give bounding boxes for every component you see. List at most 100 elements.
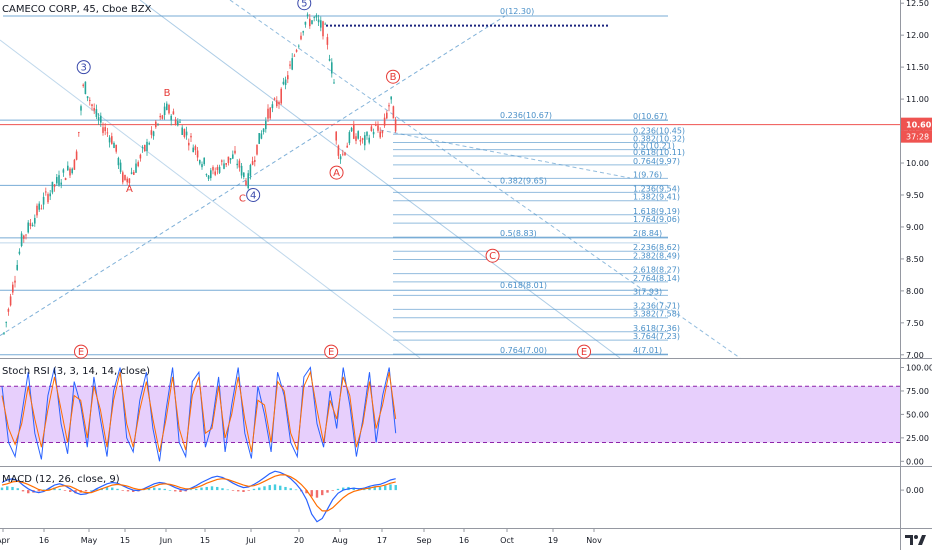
macd-histogram-bar bbox=[216, 486, 219, 491]
stoch-rsi-series-K bbox=[1, 366, 397, 462]
candle-body bbox=[203, 157, 205, 165]
candle-body bbox=[258, 133, 260, 144]
x-tick-label: 17 bbox=[377, 536, 387, 545]
macd-histogram-bar bbox=[221, 488, 224, 491]
trend-line bbox=[0, 15, 506, 337]
fib-level-label: 1(9.76) bbox=[633, 170, 662, 179]
macd-histogram-bar bbox=[168, 490, 172, 491]
candle-body bbox=[306, 14, 309, 17]
candle-body bbox=[155, 121, 157, 128]
candle-body bbox=[348, 132, 351, 144]
candle-body bbox=[377, 125, 379, 131]
macd-histogram-bar bbox=[74, 490, 77, 494]
macd-histogram-bar bbox=[384, 485, 387, 491]
candle-body bbox=[36, 205, 38, 216]
macd-histogram-bar bbox=[6, 486, 9, 491]
macd-histogram-bar bbox=[21, 490, 25, 492]
candle-body bbox=[71, 168, 73, 174]
candle-body bbox=[315, 15, 318, 18]
candle-body bbox=[350, 127, 353, 132]
candle-body bbox=[313, 17, 315, 18]
candle-body bbox=[183, 128, 186, 137]
trend-line bbox=[379, 129, 631, 179]
candle-body bbox=[243, 172, 245, 177]
macd-histogram-bar bbox=[242, 490, 245, 492]
wave-label: C bbox=[239, 194, 246, 205]
wave-label-circle bbox=[485, 248, 500, 263]
fib-level-label: 2.764(8.14) bbox=[633, 274, 680, 283]
x-tick-label: Nov bbox=[586, 536, 602, 545]
fib-retracement-label: 0.764(7.00) bbox=[500, 346, 547, 355]
macd-histogram-bar bbox=[394, 485, 397, 491]
candle-body bbox=[102, 127, 104, 133]
fib-level-label: 3(7.93) bbox=[633, 287, 662, 296]
candle-body bbox=[289, 64, 291, 66]
x-tick-label: 16 bbox=[39, 536, 49, 545]
candle-body bbox=[188, 142, 190, 146]
macd-histogram-bar bbox=[16, 488, 19, 491]
candle-body bbox=[383, 117, 386, 126]
trend-line bbox=[139, 0, 621, 359]
x-tick-label: 20 bbox=[294, 536, 304, 545]
candle-body bbox=[14, 280, 16, 283]
macd-histogram-bar bbox=[195, 488, 198, 491]
candle-body bbox=[240, 165, 243, 176]
macd-histogram-bar bbox=[331, 490, 334, 491]
fib-level-label: 0.618(10.11) bbox=[633, 148, 685, 157]
macd-histogram-bar bbox=[116, 488, 119, 491]
candle-body bbox=[335, 131, 337, 141]
candle-body bbox=[333, 82, 335, 84]
candle-body bbox=[139, 154, 142, 159]
macd-histogram-bar bbox=[252, 488, 256, 491]
candle-body bbox=[205, 174, 208, 176]
y-tick-label: 50.00 bbox=[906, 410, 929, 419]
candle-body bbox=[58, 175, 60, 186]
wave-label-circle bbox=[329, 165, 344, 180]
macd-histogram-bar bbox=[126, 490, 130, 492]
candle-body bbox=[254, 160, 256, 162]
candle-body bbox=[174, 119, 177, 125]
candle-body bbox=[370, 126, 373, 131]
macd-histogram-bar bbox=[237, 490, 240, 492]
x-tick-label: 16 bbox=[459, 536, 469, 545]
candle-body bbox=[287, 75, 289, 80]
candle-body bbox=[100, 115, 102, 123]
candle-body bbox=[390, 96, 392, 100]
macd-histogram-bar bbox=[27, 490, 30, 494]
candle-body bbox=[141, 147, 144, 149]
wave-label: B bbox=[390, 72, 397, 83]
macd-histogram-bar bbox=[226, 489, 229, 491]
candle-body bbox=[278, 102, 280, 105]
candle-body bbox=[51, 181, 54, 193]
macd-histogram-bar bbox=[105, 486, 109, 491]
candle-body bbox=[56, 177, 58, 184]
candle-body bbox=[234, 150, 236, 154]
macd-histogram-bar bbox=[210, 486, 214, 491]
macd-histogram-bar bbox=[42, 489, 46, 491]
stoch-rsi-band-fill bbox=[0, 386, 900, 443]
candle-body bbox=[212, 167, 214, 171]
candle-body bbox=[16, 264, 18, 270]
macd-histogram-bar bbox=[263, 486, 266, 491]
macd-histogram-bar bbox=[48, 488, 51, 491]
candle-body bbox=[267, 108, 269, 119]
candle-body bbox=[113, 142, 115, 148]
fib-retracement-label: 0.5(8.83) bbox=[500, 229, 537, 238]
candle-body bbox=[111, 136, 113, 144]
macd-histogram-bar bbox=[111, 487, 114, 491]
macd-histogram-bar bbox=[63, 490, 67, 491]
macd-histogram-bar bbox=[37, 490, 40, 492]
macd-histogram-bar bbox=[158, 488, 161, 491]
fib-level-label: 1.236(9.54) bbox=[633, 184, 680, 193]
candle-body bbox=[106, 132, 109, 134]
y-tick-label: 25.00 bbox=[906, 434, 929, 443]
tradingview-logo-icon bbox=[905, 535, 926, 545]
y-tick-label: 12.50 bbox=[906, 0, 929, 8]
candle-body bbox=[40, 208, 43, 210]
y-tick-label: 7.00 bbox=[906, 351, 924, 360]
y-tick-label: 12.00 bbox=[906, 31, 929, 40]
wave-label: 4 bbox=[250, 190, 256, 201]
y-tick-label: 11.00 bbox=[906, 95, 929, 104]
